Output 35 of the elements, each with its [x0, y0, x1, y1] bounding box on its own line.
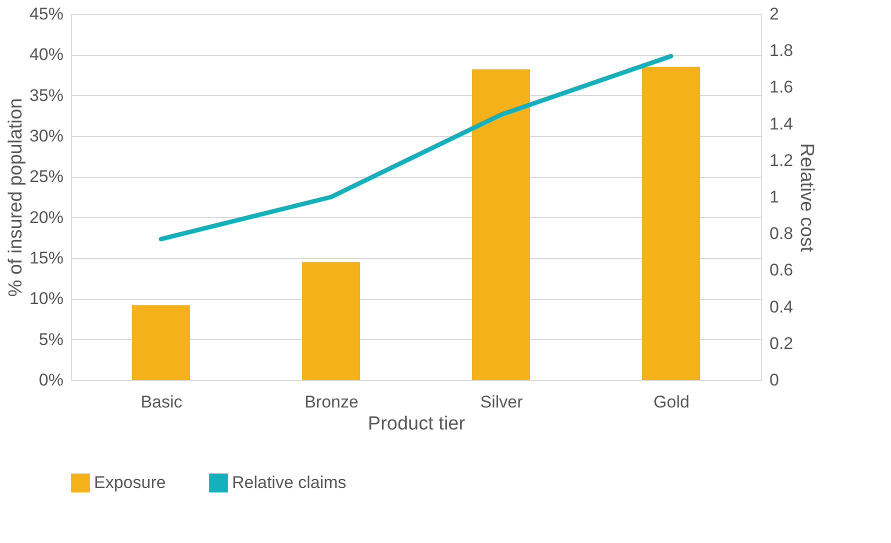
y2-axis-title: Relative cost — [796, 143, 818, 253]
y2-tick-label: 1.4 — [770, 114, 794, 134]
y-tick-label: 0% — [38, 370, 64, 390]
bar — [132, 305, 190, 380]
x-tick-label: Silver — [480, 392, 524, 412]
y2-tick-label: 1.8 — [770, 41, 794, 60]
y-tick-label: 15% — [29, 248, 64, 268]
y2-tick-label: 0.8 — [770, 224, 794, 244]
line-series — [158, 54, 674, 242]
y2-tick-label: 0.6 — [770, 260, 794, 280]
y-axis-title: % of insured population — [5, 98, 26, 297]
y-tick-label: 5% — [38, 330, 64, 349]
bar — [472, 69, 530, 380]
y2-tick-label: 0.4 — [770, 297, 794, 316]
x-axis-title: Product tier — [368, 414, 466, 434]
y-tick-label: 10% — [29, 289, 64, 308]
y-tick-label: 25% — [29, 167, 64, 186]
bar — [302, 262, 360, 380]
y2-tick-label: 1.6 — [770, 78, 794, 97]
legend-label: Exposure — [94, 472, 166, 492]
legend-label: Relative claims — [232, 472, 346, 492]
y-tick-label: 40% — [29, 45, 64, 64]
x-tick-label: Bronze — [304, 392, 358, 412]
y2-tick-label: 2 — [770, 4, 779, 24]
y-tick-label: 20% — [29, 208, 64, 227]
y-tick-label: 45% — [29, 4, 64, 24]
y-tick-label: 35% — [29, 86, 64, 105]
y2-tick-label: 0.2 — [770, 334, 794, 353]
y2-tick-label: 0 — [770, 370, 779, 390]
bar — [642, 66, 700, 380]
x-tick-label: Gold — [654, 392, 690, 412]
x-tick-label: Basic — [140, 392, 183, 412]
y2-tick-label: 1.2 — [770, 150, 794, 170]
y-tick-label: 30% — [29, 126, 64, 146]
y2-tick-label: 1 — [770, 188, 779, 206]
